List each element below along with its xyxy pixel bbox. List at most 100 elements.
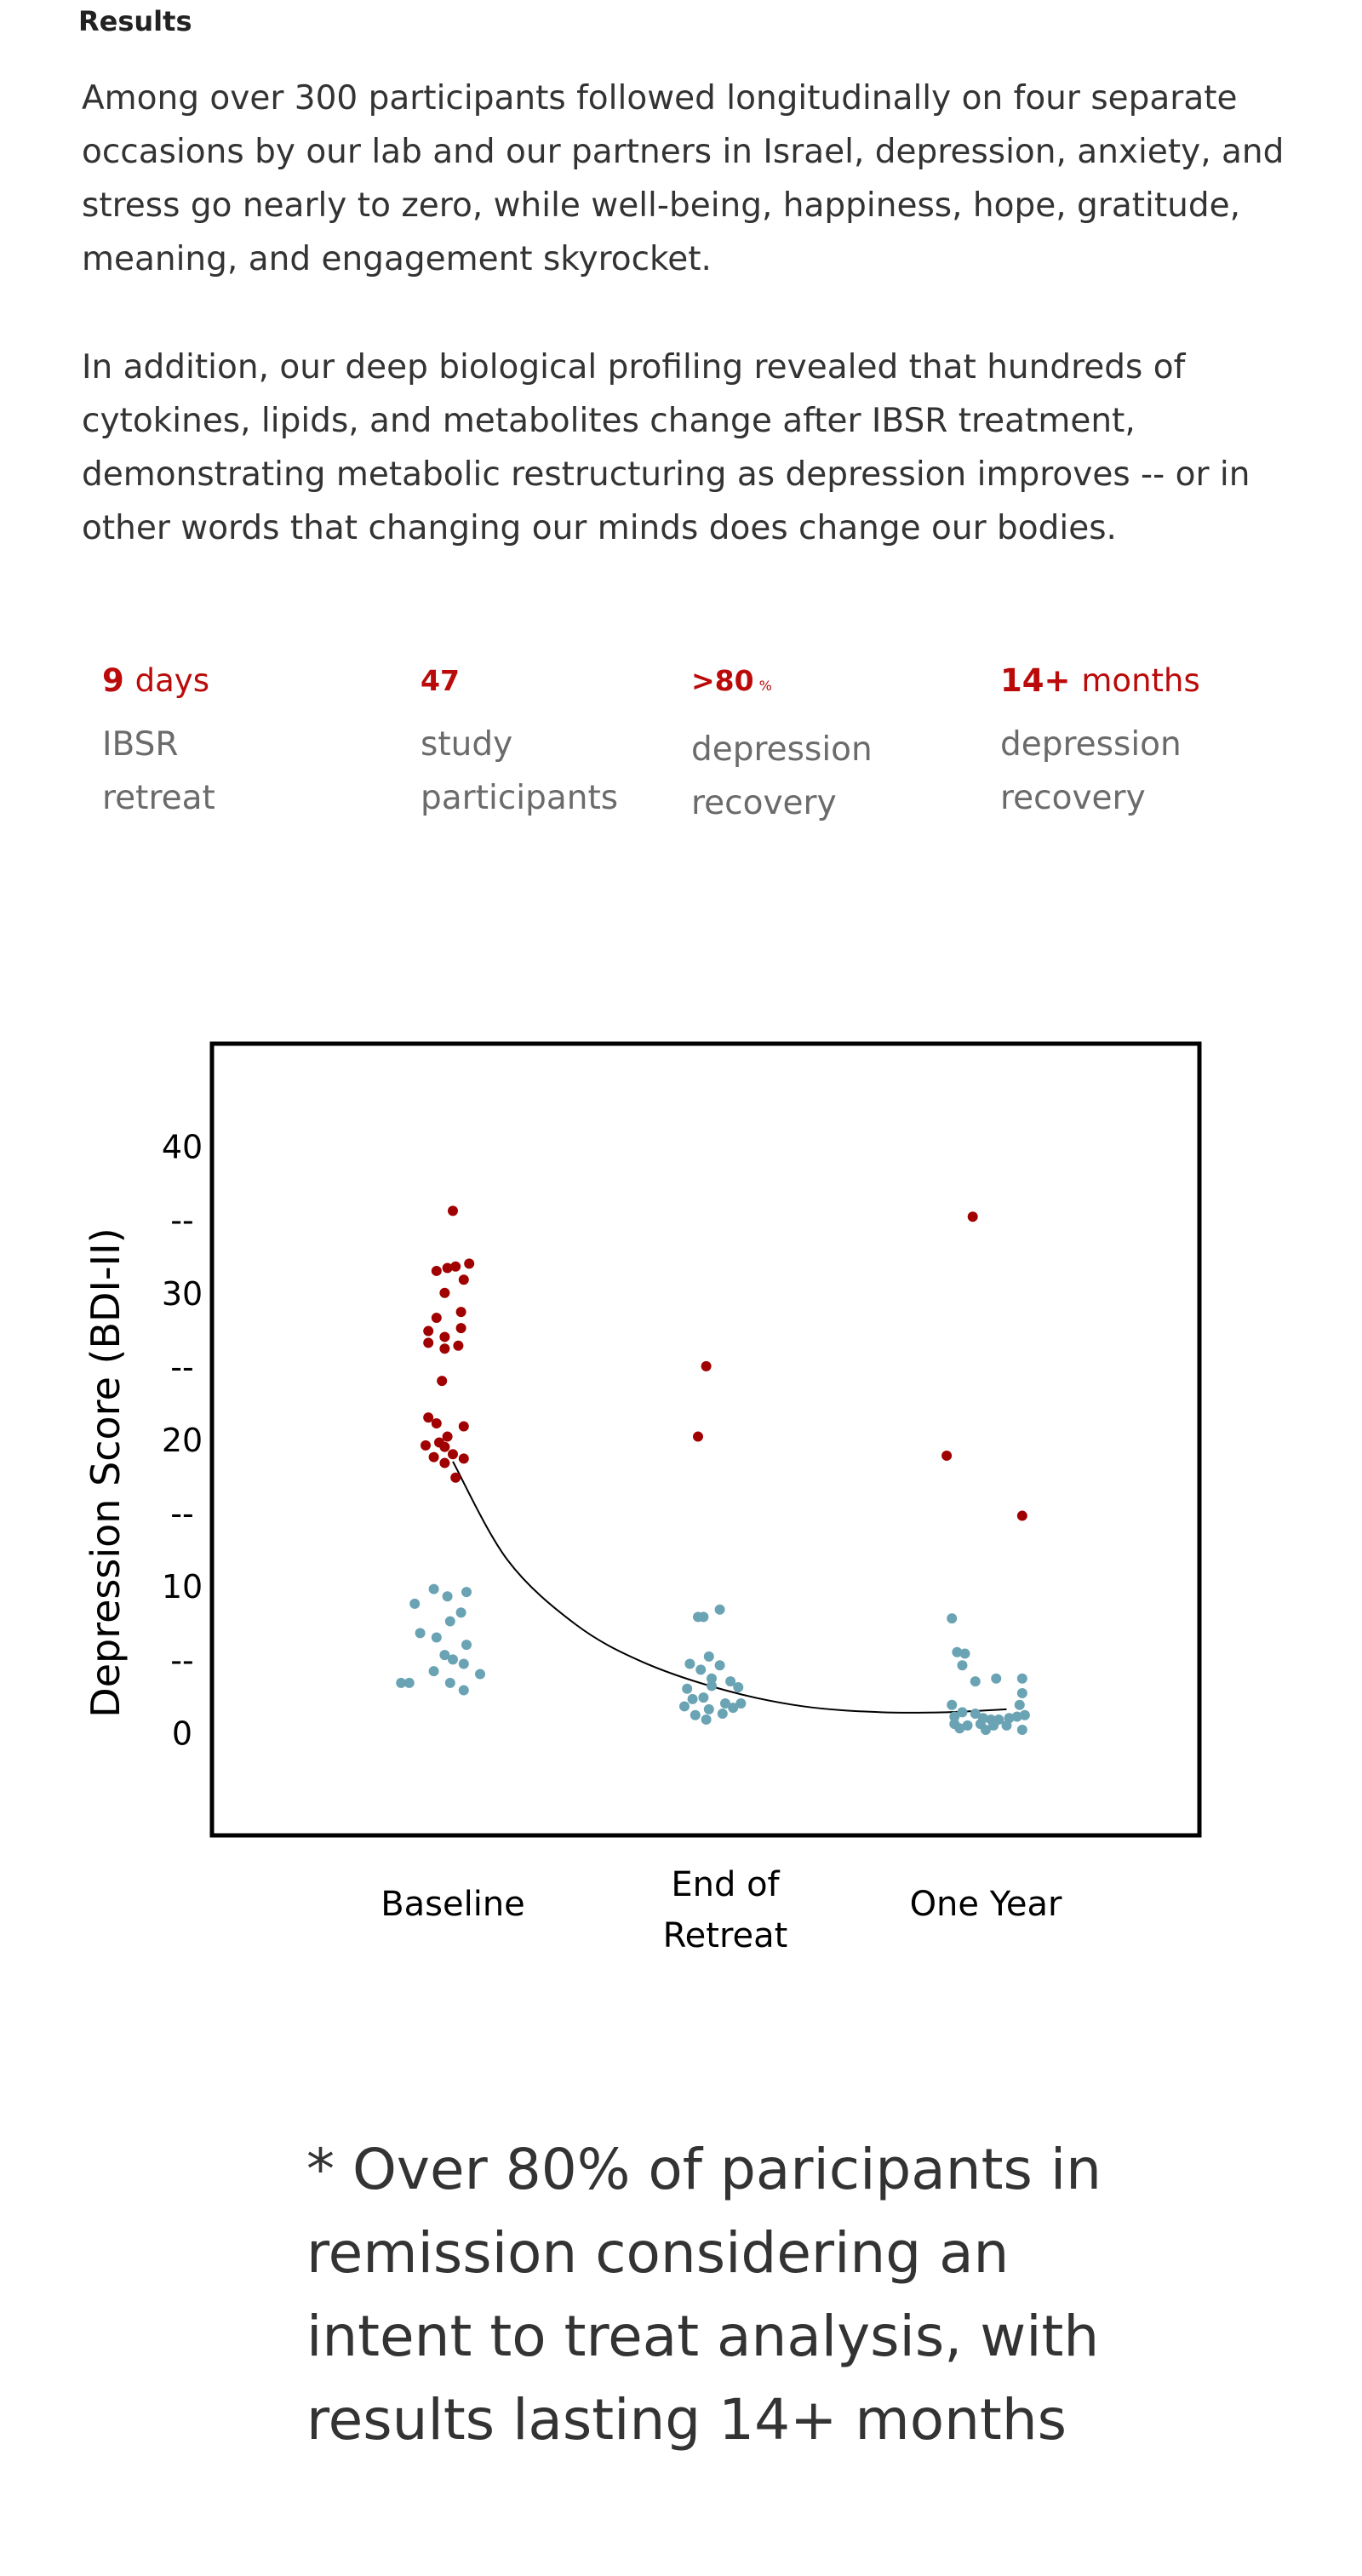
data-point	[735, 1698, 747, 1709]
data-point	[941, 1450, 953, 1461]
data-point	[428, 1666, 439, 1677]
data-point	[421, 1440, 431, 1451]
data-point	[428, 1451, 439, 1463]
data-point	[1014, 1699, 1025, 1710]
data-point	[396, 1677, 407, 1688]
y-tick-label: 40	[162, 1129, 203, 1166]
results-paragraph-1: Among over 300 participants followed lon…	[82, 79, 1285, 278]
y-tick-label: 20	[162, 1422, 203, 1459]
data-point	[703, 1651, 714, 1662]
stat-label: depression recovery	[1000, 725, 1182, 817]
data-point	[687, 1693, 698, 1704]
data-point	[444, 1616, 455, 1627]
data-point	[415, 1628, 426, 1639]
data-point	[423, 1412, 434, 1423]
data-point	[725, 1676, 736, 1687]
data-point	[967, 1211, 978, 1222]
data-point	[448, 1449, 458, 1460]
data-point	[970, 1676, 981, 1687]
stat-label: IBSR retreat	[102, 725, 215, 817]
data-point	[1016, 1510, 1027, 1521]
data-point	[458, 1453, 469, 1464]
stat-recovery-duration: 14+ months depression recovery	[1000, 660, 1290, 825]
data-point	[442, 1262, 453, 1274]
data-point	[455, 1607, 466, 1618]
data-point	[728, 1703, 739, 1714]
data-point	[464, 1258, 475, 1269]
data-point	[701, 1714, 712, 1725]
data-point	[947, 1699, 958, 1710]
data-point	[707, 1680, 717, 1692]
data-point	[431, 1265, 442, 1276]
data-point	[1016, 1673, 1027, 1684]
data-point	[693, 1431, 703, 1442]
data-point	[458, 1274, 469, 1285]
data-point	[439, 1457, 450, 1468]
data-point	[701, 1360, 712, 1371]
data-point	[714, 1604, 725, 1615]
data-point	[423, 1337, 434, 1348]
data-point	[1016, 1687, 1027, 1698]
data-point	[733, 1682, 744, 1693]
results-paragraph-2: In addition, our deep biological profili…	[82, 348, 1250, 547]
data-point	[714, 1660, 725, 1671]
stat-number: 9	[102, 662, 124, 699]
data-point	[448, 1205, 458, 1216]
data-point	[717, 1709, 728, 1720]
data-point	[1011, 1711, 1022, 1722]
stat-unit: days	[134, 662, 209, 699]
data-point	[458, 1685, 469, 1696]
data-point	[442, 1431, 453, 1442]
stat-retreat-length: 9 days IBSR retreat	[102, 660, 358, 825]
stat-participants: 47 study participants	[421, 660, 676, 825]
data-point	[439, 1650, 450, 1661]
data-point	[439, 1343, 450, 1354]
data-point	[458, 1658, 469, 1669]
data-point	[703, 1703, 714, 1714]
data-point	[442, 1591, 453, 1602]
section-title: Results	[78, 5, 192, 37]
y-tick-label: 30	[162, 1275, 203, 1313]
data-point	[695, 1664, 707, 1675]
data-point	[1016, 1725, 1027, 1735]
data-point	[690, 1709, 701, 1720]
y-tick-label: --	[170, 1202, 193, 1239]
data-point	[428, 1583, 439, 1594]
plot-frame	[209, 1041, 1202, 1838]
data-point	[1001, 1720, 1012, 1731]
x-tick-label: One Year	[910, 1885, 1062, 1924]
data-point	[439, 1331, 450, 1342]
data-point	[409, 1598, 421, 1609]
data-point	[957, 1660, 968, 1671]
data-point	[403, 1677, 415, 1688]
stat-label: study participants	[421, 725, 619, 817]
data-point	[444, 1677, 455, 1688]
data-point	[455, 1323, 466, 1334]
data-point	[450, 1261, 461, 1272]
data-point	[957, 1707, 968, 1718]
data-point	[954, 1723, 965, 1734]
data-point	[962, 1720, 973, 1731]
data-point	[461, 1640, 472, 1651]
data-point	[981, 1725, 991, 1735]
data-point	[949, 1711, 960, 1722]
data-point	[439, 1287, 450, 1298]
data-point	[423, 1325, 434, 1337]
data-point	[693, 1611, 703, 1623]
y-tick-label: --	[170, 1348, 193, 1386]
data-point	[952, 1646, 963, 1657]
data-point	[720, 1698, 730, 1709]
x-tick-label: Baseline	[381, 1885, 525, 1924]
data-point	[431, 1313, 442, 1324]
data-point	[431, 1418, 442, 1429]
data-point	[970, 1709, 981, 1720]
data-point	[684, 1658, 695, 1669]
stat-unit: %	[758, 678, 772, 694]
y-tick-label: --	[170, 1495, 193, 1532]
data-point	[439, 1441, 450, 1452]
data-point	[461, 1587, 472, 1598]
data-point	[947, 1613, 958, 1624]
data-point	[448, 1654, 458, 1665]
data-point	[707, 1673, 717, 1684]
data-point	[959, 1648, 970, 1659]
